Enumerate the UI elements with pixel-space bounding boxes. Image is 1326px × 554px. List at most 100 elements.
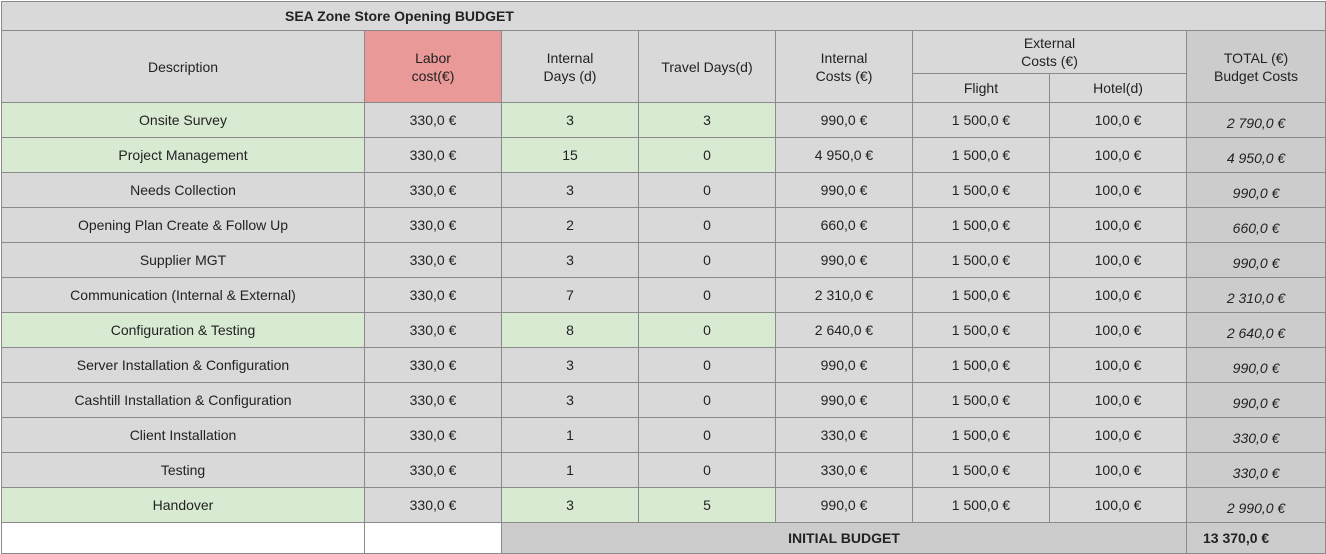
cell-labor-cost[interactable]: 330,0 € — [364, 417, 502, 453]
cell-internal-days[interactable]: 3 — [501, 487, 639, 523]
cell-description[interactable]: Client Installation — [1, 417, 365, 453]
cell-flight[interactable]: 1 500,0 € — [912, 137, 1050, 173]
cell-flight[interactable]: 1 500,0 € — [912, 452, 1050, 488]
cell-description[interactable]: Configuration & Testing — [1, 312, 365, 348]
cell-internal-days[interactable]: 2 — [501, 207, 639, 243]
cell-internal-costs[interactable]: 990,0 € — [775, 242, 913, 278]
cell-internal-costs[interactable]: 990,0 € — [775, 347, 913, 383]
cell-total-budget[interactable]: 990,0 € — [1185, 347, 1326, 383]
cell-labor-cost[interactable]: 330,0 € — [364, 487, 502, 523]
cell-internal-days[interactable]: 3 — [501, 347, 639, 383]
cell-flight[interactable]: 1 500,0 € — [912, 172, 1050, 208]
cell-labor-cost[interactable]: 330,0 € — [364, 207, 502, 243]
cell-travel-days[interactable]: 0 — [638, 347, 776, 383]
cell-flight[interactable]: 1 500,0 € — [912, 277, 1050, 313]
cell-total-budget[interactable]: 660,0 € — [1185, 207, 1326, 243]
cell-travel-days[interactable]: 0 — [638, 382, 776, 418]
cell-internal-days[interactable]: 15 — [501, 137, 639, 173]
cell-travel-days[interactable]: 0 — [638, 137, 776, 173]
cell-total-budget[interactable]: 2 990,0 € — [1185, 487, 1326, 523]
cell-flight[interactable]: 1 500,0 € — [912, 347, 1050, 383]
cell-labor-cost[interactable]: 330,0 € — [364, 242, 502, 278]
cell-internal-costs[interactable]: 660,0 € — [775, 207, 913, 243]
cell-hotel[interactable]: 100,0 € — [1049, 452, 1187, 488]
header-total-budget[interactable]: TOTAL (€) Budget Costs — [1185, 30, 1326, 103]
cell-total-budget[interactable]: 990,0 € — [1185, 242, 1326, 278]
header-hotel[interactable]: Hotel(d) — [1049, 73, 1187, 103]
cell-flight[interactable]: 1 500,0 € — [912, 242, 1050, 278]
cell-hotel[interactable]: 100,0 € — [1049, 137, 1187, 173]
header-flight[interactable]: Flight — [912, 73, 1050, 103]
cell-flight[interactable]: 1 500,0 € — [912, 487, 1050, 523]
header-travel-days[interactable]: Travel Days(d) — [638, 30, 776, 103]
cell-hotel[interactable]: 100,0 € — [1049, 347, 1187, 383]
cell-labor-cost[interactable]: 330,0 € — [364, 312, 502, 348]
cell-total-budget[interactable]: 2 310,0 € — [1185, 277, 1326, 313]
cell-internal-days[interactable]: 8 — [501, 312, 639, 348]
cell-internal-costs[interactable]: 330,0 € — [775, 417, 913, 453]
cell-labor-cost[interactable]: 330,0 € — [364, 382, 502, 418]
cell-internal-days[interactable]: 3 — [501, 102, 639, 138]
cell-description[interactable]: Needs Collection — [1, 172, 365, 208]
cell-total-budget[interactable]: 4 950,0 € — [1185, 137, 1326, 173]
cell-hotel[interactable]: 100,0 € — [1049, 207, 1187, 243]
sheet-title[interactable]: SEA Zone Store Opening BUDGET — [0, 1, 1326, 31]
cell-total-budget[interactable]: 330,0 € — [1185, 452, 1326, 488]
cell-travel-days[interactable]: 0 — [638, 242, 776, 278]
cell-internal-costs[interactable]: 990,0 € — [775, 382, 913, 418]
cell-description[interactable]: Server Installation & Configuration — [1, 347, 365, 383]
cell-flight[interactable]: 1 500,0 € — [912, 102, 1050, 138]
cell-internal-costs[interactable]: 330,0 € — [775, 452, 913, 488]
cell-internal-days[interactable]: 1 — [501, 417, 639, 453]
cell-travel-days[interactable]: 0 — [638, 277, 776, 313]
cell-internal-days[interactable]: 1 — [501, 452, 639, 488]
cell-total-budget[interactable]: 2 640,0 € — [1185, 312, 1326, 348]
cell-labor-cost[interactable]: 330,0 € — [364, 102, 502, 138]
cell-description[interactable]: Project Management — [1, 137, 365, 173]
cell-total-budget[interactable]: 330,0 € — [1185, 417, 1326, 453]
cell-internal-days[interactable]: 3 — [501, 382, 639, 418]
cell-description[interactable]: Supplier MGT — [1, 242, 365, 278]
cell-hotel[interactable]: 100,0 € — [1049, 102, 1187, 138]
cell-hotel[interactable]: 100,0 € — [1049, 312, 1187, 348]
cell-total-budget[interactable]: 990,0 € — [1185, 382, 1326, 418]
cell-labor-cost[interactable]: 330,0 € — [364, 172, 502, 208]
cell-total-budget[interactable]: 990,0 € — [1185, 172, 1326, 208]
header-internal-days[interactable]: Internal Days (d) — [501, 30, 639, 103]
cell-description[interactable]: Handover — [1, 487, 365, 523]
cell-travel-days[interactable]: 0 — [638, 207, 776, 243]
cell-internal-days[interactable]: 3 — [501, 242, 639, 278]
header-description[interactable]: Description — [1, 30, 365, 103]
cell-description[interactable]: Communication (Internal & External) — [1, 277, 365, 313]
cell-description[interactable]: Testing — [1, 452, 365, 488]
cell-travel-days[interactable]: 0 — [638, 312, 776, 348]
cell-travel-days[interactable]: 3 — [638, 102, 776, 138]
cell-total-budget[interactable]: 2 790,0 € — [1185, 102, 1326, 138]
cell-labor-cost[interactable]: 330,0 € — [364, 347, 502, 383]
cell-hotel[interactable]: 100,0 € — [1049, 382, 1187, 418]
cell-internal-costs[interactable]: 4 950,0 € — [775, 137, 913, 173]
cell-travel-days[interactable]: 5 — [638, 487, 776, 523]
cell-hotel[interactable]: 100,0 € — [1049, 417, 1187, 453]
cell-hotel[interactable]: 100,0 € — [1049, 277, 1187, 313]
cell-travel-days[interactable]: 0 — [638, 172, 776, 208]
cell-internal-costs[interactable]: 990,0 € — [775, 172, 913, 208]
cell-description[interactable]: Cashtill Installation & Configuration — [1, 382, 365, 418]
cell-labor-cost[interactable]: 330,0 € — [364, 277, 502, 313]
cell-flight[interactable]: 1 500,0 € — [912, 417, 1050, 453]
header-labor-cost[interactable]: Labor cost(€) — [364, 30, 502, 103]
cell-internal-costs[interactable]: 2 640,0 € — [775, 312, 913, 348]
initial-budget-value[interactable]: 13 370,0 € — [1185, 522, 1326, 554]
cell-internal-days[interactable]: 7 — [501, 277, 639, 313]
empty-cell[interactable] — [1, 522, 365, 554]
cell-description[interactable]: Opening Plan Create & Follow Up — [1, 207, 365, 243]
cell-travel-days[interactable]: 0 — [638, 417, 776, 453]
cell-flight[interactable]: 1 500,0 € — [912, 312, 1050, 348]
cell-flight[interactable]: 1 500,0 € — [912, 382, 1050, 418]
cell-hotel[interactable]: 100,0 € — [1049, 242, 1187, 278]
cell-internal-costs[interactable]: 2 310,0 € — [775, 277, 913, 313]
initial-budget-label[interactable]: INITIAL BUDGET — [501, 522, 1187, 554]
cell-internal-days[interactable]: 3 — [501, 172, 639, 208]
cell-hotel[interactable]: 100,0 € — [1049, 172, 1187, 208]
cell-hotel[interactable]: 100,0 € — [1049, 487, 1187, 523]
